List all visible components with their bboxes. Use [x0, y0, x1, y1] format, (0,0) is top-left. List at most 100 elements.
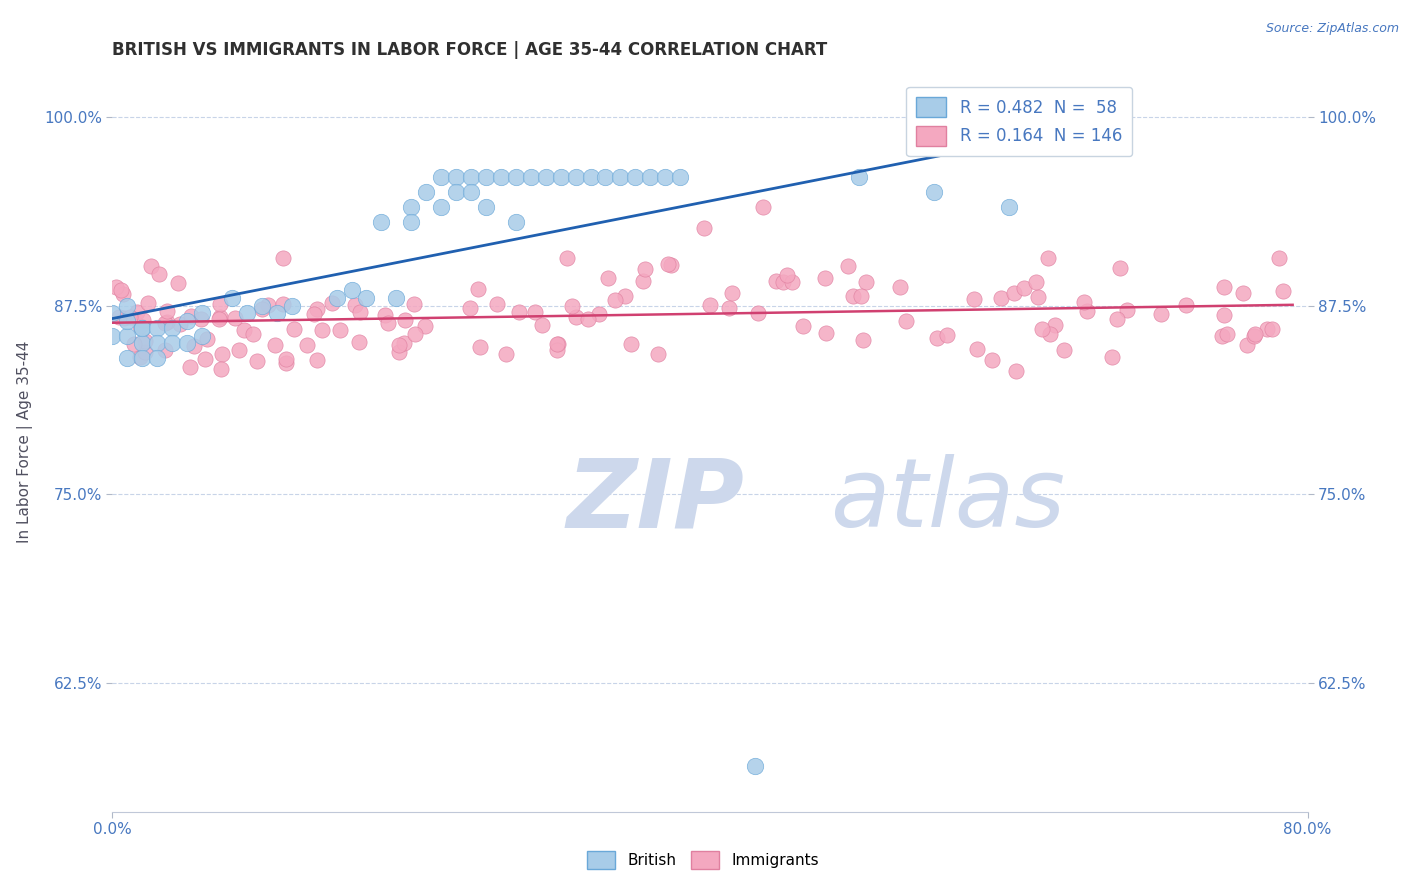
- Point: [131, 336, 153, 351]
- Point: [692, 221, 714, 235]
- Point: [1271, 284, 1294, 298]
- Point: [1150, 307, 1173, 321]
- Point: [1002, 285, 1025, 300]
- Point: [561, 300, 583, 314]
- Point: [631, 274, 654, 288]
- Point: [765, 274, 787, 288]
- Point: [162, 321, 183, 335]
- Point: [842, 289, 865, 303]
- Point: [659, 258, 682, 272]
- Point: [250, 299, 273, 313]
- Point: [413, 318, 436, 333]
- Point: [401, 200, 423, 214]
- Point: [271, 251, 294, 265]
- Point: [1043, 318, 1066, 333]
- Point: [579, 170, 602, 185]
- Point: [374, 309, 396, 323]
- Text: BRITISH VS IMMIGRANTS IN LABOR FORCE | AGE 35-44 CORRELATION CHART: BRITISH VS IMMIGRANTS IN LABOR FORCE | A…: [112, 41, 828, 59]
- Point: [922, 186, 945, 200]
- Point: [236, 306, 259, 320]
- Point: [814, 326, 837, 340]
- Point: [302, 307, 325, 321]
- Point: [1014, 281, 1036, 295]
- Point: [191, 306, 214, 320]
- Point: [699, 298, 721, 312]
- Point: [370, 215, 392, 229]
- Point: [852, 333, 875, 347]
- Point: [180, 309, 202, 323]
- Point: [430, 170, 453, 185]
- Point: [780, 276, 803, 290]
- Point: [156, 316, 179, 330]
- Point: [776, 268, 799, 282]
- Point: [936, 328, 959, 343]
- Point: [925, 331, 948, 345]
- Point: [1236, 338, 1258, 352]
- Point: [101, 328, 124, 343]
- Point: [183, 339, 205, 353]
- Point: [520, 170, 543, 185]
- Point: [444, 170, 467, 185]
- Point: [772, 276, 794, 290]
- Point: [209, 296, 232, 310]
- Point: [387, 338, 409, 352]
- Point: [564, 170, 586, 185]
- Point: [1211, 328, 1233, 343]
- Point: [565, 310, 588, 324]
- Point: [146, 321, 169, 335]
- Point: [1261, 322, 1284, 336]
- Point: [127, 305, 149, 319]
- Point: [131, 321, 153, 335]
- Point: [153, 343, 176, 358]
- Point: [624, 170, 647, 185]
- Point: [271, 297, 294, 311]
- Point: [595, 170, 617, 185]
- Text: Source: ZipAtlas.com: Source: ZipAtlas.com: [1265, 22, 1399, 36]
- Point: [744, 759, 766, 773]
- Text: ZIP: ZIP: [567, 454, 745, 548]
- Point: [232, 323, 254, 337]
- Point: [1101, 351, 1123, 365]
- Point: [228, 343, 250, 357]
- Point: [340, 284, 363, 298]
- Point: [647, 347, 669, 361]
- Point: [657, 257, 679, 271]
- Point: [274, 351, 297, 366]
- Point: [557, 251, 579, 265]
- Point: [896, 314, 918, 328]
- Point: [191, 328, 214, 343]
- Point: [747, 306, 769, 320]
- Point: [264, 337, 287, 351]
- Point: [256, 298, 278, 312]
- Point: [430, 200, 453, 214]
- Point: [162, 336, 183, 351]
- Point: [208, 310, 231, 324]
- Point: [998, 200, 1021, 214]
- Point: [297, 338, 319, 352]
- Point: [195, 332, 218, 346]
- Point: [792, 319, 814, 334]
- Point: [377, 317, 399, 331]
- Point: [132, 313, 155, 327]
- Legend: R = 0.482  N =  58, R = 0.164  N = 146: R = 0.482 N = 58, R = 0.164 N = 146: [907, 87, 1132, 156]
- Point: [855, 276, 877, 290]
- Point: [889, 280, 911, 294]
- Point: [105, 280, 128, 294]
- Point: [613, 288, 636, 302]
- Point: [307, 301, 329, 316]
- Point: [588, 307, 610, 321]
- Point: [531, 318, 554, 333]
- Point: [1039, 326, 1062, 341]
- Point: [468, 340, 491, 354]
- Legend: British, Immigrants: British, Immigrants: [581, 845, 825, 875]
- Point: [1053, 343, 1076, 358]
- Point: [117, 313, 139, 327]
- Point: [1031, 322, 1053, 336]
- Point: [224, 311, 246, 326]
- Point: [311, 323, 333, 337]
- Point: [117, 299, 139, 313]
- Point: [111, 287, 134, 301]
- Point: [117, 328, 139, 343]
- Point: [962, 292, 984, 306]
- Point: [404, 296, 426, 310]
